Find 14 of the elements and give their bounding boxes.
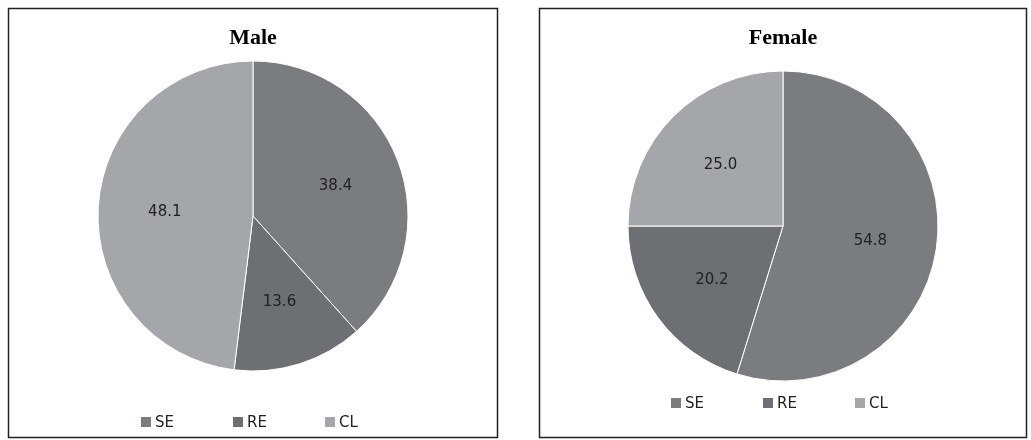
legend-label: SE [155, 413, 174, 432]
data-label: 48.1 [148, 201, 182, 220]
legend-label: RE [247, 413, 267, 432]
legend-label: RE [777, 394, 797, 413]
legend-label: CL [339, 413, 359, 432]
data-label: 54.8 [853, 230, 888, 249]
data-label: 13.6 [262, 291, 297, 310]
legend-label: CL [869, 394, 889, 413]
data-label: 25.0 [703, 154, 738, 173]
legend-label: SE [685, 394, 704, 413]
chart-title: Female [748, 24, 818, 49]
data-label: 20.2 [695, 269, 729, 288]
chart-title: Male [229, 24, 278, 49]
data-label: 38.4 [318, 175, 353, 194]
